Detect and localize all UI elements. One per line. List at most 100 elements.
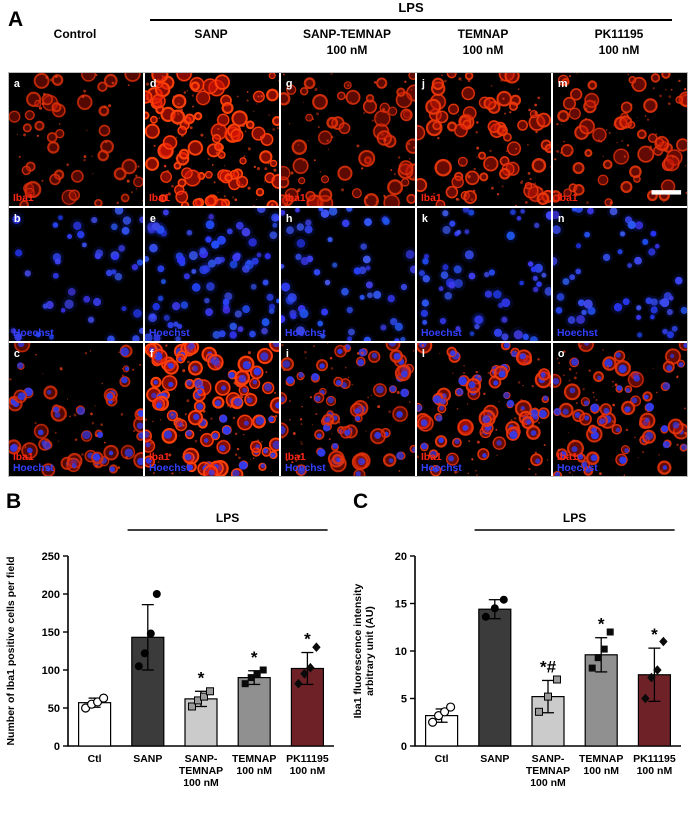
stain-label-hoechst: Hoechst [285,463,326,474]
column-title-sanp-temnap: SANP-TEMNAP 100 nM [302,27,391,57]
chart-b-bar-chart: 0 50 100 150 200 250 Number of Iba1 positive c… [5,511,334,789]
x-category-label: SANP [133,753,162,765]
micrograph-m-image: m Iba1 [553,73,687,206]
column-title-sanp: SANP [194,27,228,41]
bar-group-temnap: * [237,648,271,747]
column-title-pk11195: PK11195 100 nM [594,27,644,57]
stain-label-hoechst: Hoechst [149,463,190,474]
significance-marker: * [198,668,205,687]
micrograph-letter-n: n [558,213,565,225]
micrograph-h-image: h Hoechst [281,208,415,341]
bar-group-pk11195: * [637,625,671,747]
x-category-label: TEMNAP [526,765,570,777]
lps-header-line [150,19,672,21]
micrograph-letter-a: a [14,78,21,90]
bar-group-sanp: * [184,668,218,747]
x-category-label: PK11195 [633,753,676,765]
micrograph-g: g Iba1 [281,73,415,206]
bar-group-pk11195: * [290,630,324,747]
stain-label-iba1: Iba1 [285,452,306,463]
x-category-label: Ctl [88,753,102,765]
micrograph-j-image: j Iba1 [417,73,551,206]
micrograph-i: i Iba1 Hoechst [281,343,415,476]
bar [77,702,112,747]
stain-label-iba1: Iba1 [149,452,170,463]
micrograph-n: n Hoechst [553,208,687,341]
micrograph-letter-g: g [286,78,293,90]
stain-label-hoechst: Hoechst [149,328,190,339]
stain-label-iba1: Iba1 [285,193,306,204]
micrograph-k: k Hoechst [417,208,551,341]
micrograph-k-image: k Hoechst [417,208,551,341]
micrograph-e: e Hoechst [145,208,279,341]
x-category-label: TEMNAP [232,753,276,765]
micrograph-b: b Hoechst [9,208,143,341]
y-tick-label: 5 [401,694,407,706]
lps-header-label: LPS [398,0,424,15]
panel-b: B 0 50 100 150 200 250 Number of Iba1 positive… [0,488,347,820]
micrograph-f: f Iba1 Hoechst [145,343,279,476]
x-category-label: Ctl [435,753,449,765]
x-category-label: 100 nM [290,765,326,777]
stain-label-hoechst: Hoechst [13,328,54,339]
significance-marker: * [251,648,258,667]
x-category-label: 100 nM [637,765,673,777]
bar [237,677,271,747]
micrograph-g-image: g Iba1 [281,73,415,206]
bar-group-sanp [131,590,165,747]
x-category-label: SANP- [532,753,565,765]
y-tick-label: 0 [401,741,407,753]
micrograph-letter-c: c [14,348,20,360]
micrograph-d: d Iba1 [145,73,279,206]
significance-marker: *# [540,657,557,676]
micrograph-letter-j: j [421,78,425,90]
lps-bracket-label: LPS [216,511,239,525]
micrograph-a-image: a Iba1 [9,73,143,206]
micrograph-e-image: e Hoechst [145,208,279,341]
x-category-label: TEMNAP [579,753,623,765]
column-title-control: Control [53,27,97,41]
stain-label-iba1: Iba1 [557,452,578,463]
y-axis-label: arbitrary unit (AU) [364,606,376,696]
panel-c-label: C [353,490,369,513]
significance-marker: * [651,625,658,644]
panel-b-label: B [6,490,22,513]
stain-label-hoechst: Hoechst [557,463,598,474]
scale-bar [651,190,682,195]
micrograph-grid: a Iba1 d Iba1 g Iba1 j Iba1 m Iba1 b Hoechst e Hoechs… [8,72,688,477]
micrograph-a: a Iba1 [9,73,143,206]
significance-marker: * [598,615,605,634]
micrograph-letter-b: b [14,213,21,225]
y-tick-label: 10 [395,646,407,658]
y-tick-label: 20 [395,551,407,563]
micrograph-l: l Iba1 Hoechst [417,343,551,476]
micrograph-letter-h: h [286,213,293,225]
y-tick-label: 100 [42,665,60,677]
micrograph-c: c Iba1 Hoechst [9,343,143,476]
stain-label-hoechst: Hoechst [421,463,462,474]
stain-label-hoechst: Hoechst [13,463,54,474]
micrograph-letter-l: l [422,348,425,360]
stain-label-hoechst: Hoechst [285,328,326,339]
bar-group-ctl [424,702,459,747]
y-axis-label: Number of Iba1 positive cells per field [5,556,17,745]
micrograph-letter-m: m [558,78,568,90]
panel-a-label: A [8,8,24,31]
micrograph-h: h Hoechst [281,208,415,341]
x-category-label: 100 nM [236,765,272,777]
stain-label-iba1: Iba1 [421,452,442,463]
micrograph-letter-i: i [286,348,289,360]
bar-group-ctl [77,693,112,747]
micrograph-j: j Iba1 [417,73,551,206]
micrograph-b-image: b Hoechst [9,208,143,341]
x-category-label: 100 nM [583,765,619,777]
x-category-label: 100 nM [530,777,566,789]
y-tick-label: 0 [54,741,60,753]
y-tick-label: 200 [42,589,60,601]
stain-label-iba1: Iba1 [13,193,34,204]
